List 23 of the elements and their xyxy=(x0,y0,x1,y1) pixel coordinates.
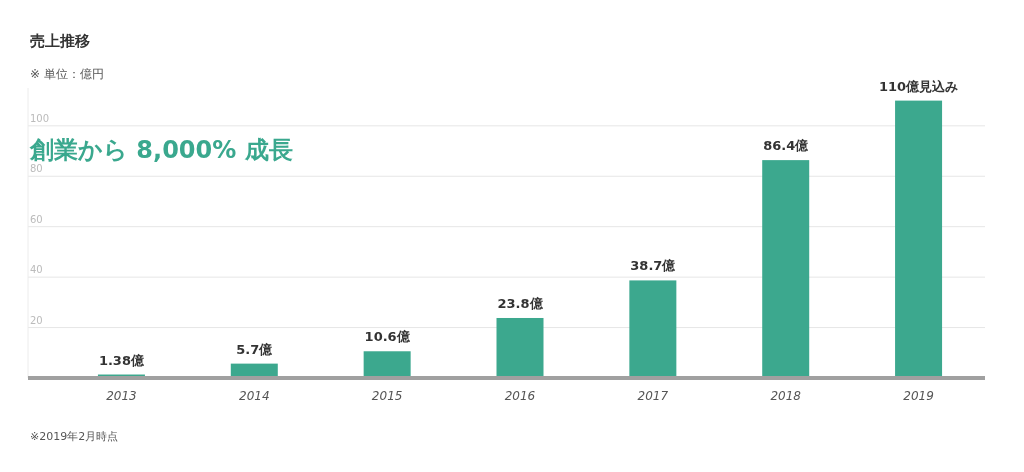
data-label: 86.4億 xyxy=(763,138,810,154)
x-tick-label: 2015 xyxy=(371,389,403,403)
data-label: 5.7億 xyxy=(236,341,274,357)
x-tick-label: 2018 xyxy=(770,389,802,403)
y-tick-label: 20 xyxy=(30,314,43,326)
x-tick-label: 2013 xyxy=(106,389,137,403)
data-label: 23.8億 xyxy=(497,295,544,311)
data-label: 10.6億 xyxy=(364,329,411,345)
text: ※2019年2月時点 xyxy=(30,430,119,443)
chart-title: 売上推移 xyxy=(30,32,90,50)
y-tick-label: 80 xyxy=(30,163,43,175)
x-tick-label: 2019 xyxy=(903,389,934,403)
annotation: 創業から 8,000% 成長 xyxy=(29,136,293,164)
y-tick-label: 40 xyxy=(30,264,43,276)
x-tick-label: 2014 xyxy=(239,389,270,403)
y-tick-label: 60 xyxy=(30,213,43,225)
data-label: 38.7億 xyxy=(630,258,677,274)
chart-subtitle: ※ 単位：億円 xyxy=(30,67,104,81)
y-tick-label: 100 xyxy=(30,112,50,124)
x-tick-label: 2017 xyxy=(637,389,669,403)
x-tick-label: 2016 xyxy=(504,389,536,403)
data-label: 110億見込み xyxy=(879,78,959,94)
data-label: 1.38億 xyxy=(98,352,145,368)
